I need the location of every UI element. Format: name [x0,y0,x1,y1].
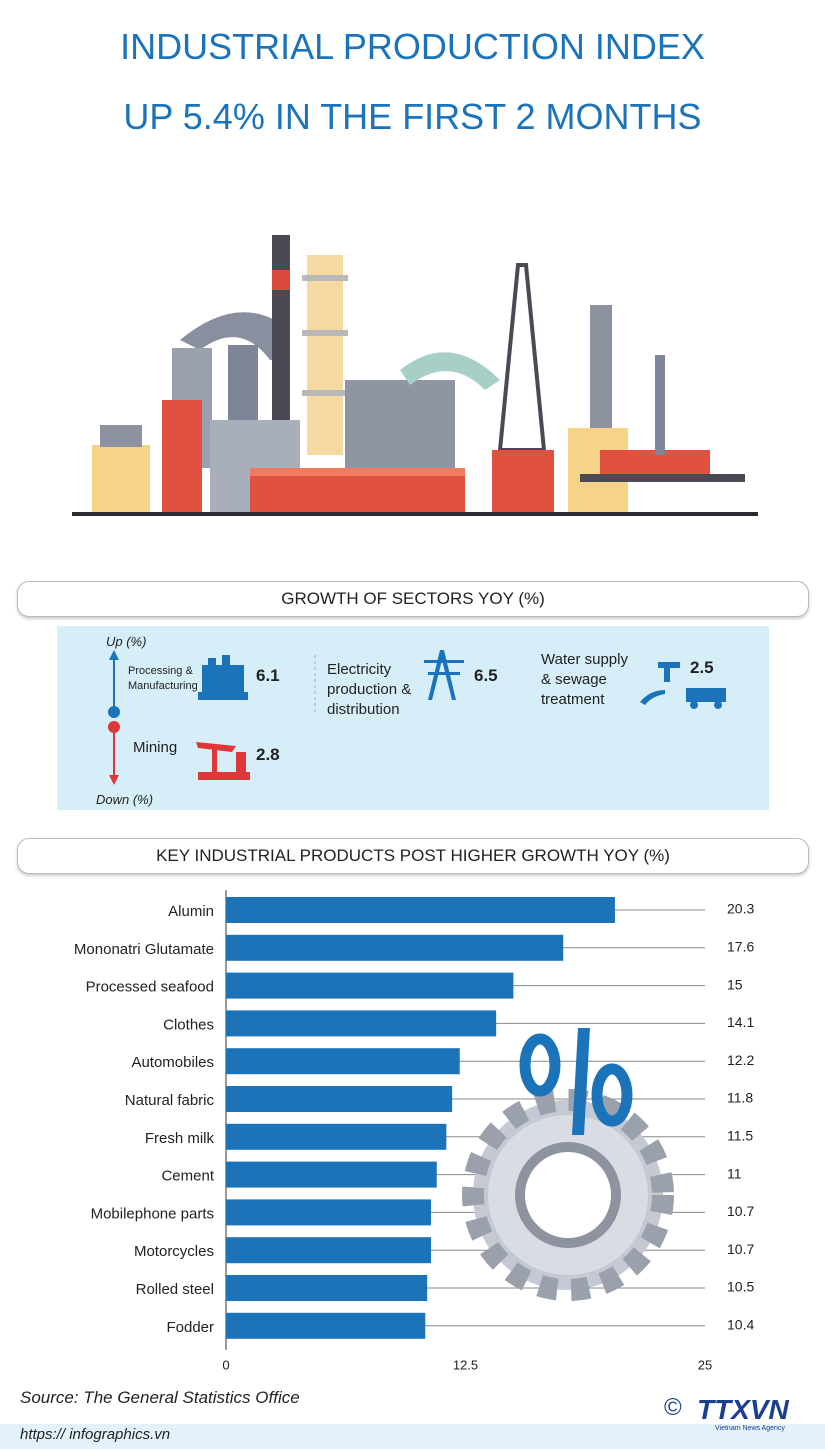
chart-title: KEY INDUSTRIAL PRODUCTS POST HIGHER GROW… [17,838,809,874]
bar [226,1048,460,1075]
y-tick-label: Mononatri Glutamate [74,941,214,958]
y-tick-label: Alumin [168,903,214,920]
up-arrowhead [109,650,119,660]
x-tick-label: 0 [222,1357,229,1372]
y-tick-label: Processed seafood [86,979,214,996]
down-arrowhead [109,775,119,785]
value-label: 11.8 [727,1090,753,1106]
bar [226,1275,428,1301]
y-tick-label: Clothes [163,1016,214,1033]
sector-panel [57,626,769,810]
bar [226,1123,447,1150]
value-label: 10.7 [727,1203,754,1219]
y-tick-label: Motorcycles [134,1243,214,1260]
y-tick-label: Fodder [166,1319,214,1336]
sector-name: Processing & Manufacturing [128,665,198,692]
value-label: 11 [727,1165,742,1181]
sector-value: 2.5 [690,658,714,677]
y-tick-label: Automobiles [131,1054,214,1071]
bar [226,1161,437,1188]
url: https:// infographics.vn [20,1426,171,1443]
sector-value: 6.1 [256,666,280,685]
bar [226,1312,426,1339]
y-tick-label: Rolled steel [136,1281,214,1298]
sector-name: Mining [133,739,178,756]
y-tick-label: Mobilephone parts [91,1205,214,1222]
title-line-1: INDUSTRIAL PRODUCTION INDEX [120,26,705,67]
bar [226,1086,453,1112]
x-tick-label: 12.5 [453,1357,478,1372]
logo-sub: Vietnam News Agency [715,1425,785,1432]
gear-illustration [462,1028,674,1301]
y-tick-label: Cement [161,1168,214,1185]
value-label: 10.5 [727,1279,754,1295]
sector-icons [198,650,726,709]
sector-name: Water supply & sewage treatment [541,651,628,708]
bar [226,934,564,961]
sector-value: 2.8 [256,745,280,764]
logo: TTXVN [697,1394,789,1425]
up-dot [108,706,120,718]
title-line-2: UP 5.4% IN THE FIRST 2 MONTHS [123,96,702,137]
y-tick-label: Natural fabric [125,1092,215,1109]
y-tick-label: Fresh milk [145,1130,215,1147]
footer-band [0,1424,825,1449]
sector-name: Electricity production & distribution [327,661,412,718]
down-dot [108,721,120,733]
bar [226,897,615,923]
value-label: 20.3 [727,901,754,917]
mining-icon [196,742,250,780]
bar [226,1199,432,1226]
value-label: 10.7 [727,1241,754,1257]
value-label: 14.1 [727,1014,754,1030]
bar [226,1237,432,1264]
up-label: Up (%) [106,634,147,649]
sector-header: GROWTH OF SECTORS YOY (%) [17,581,809,617]
sector-value: 6.5 [474,666,498,685]
down-label: Down (%) [96,792,154,807]
value-label: 10.4 [727,1317,754,1333]
value-label: 11.5 [727,1128,753,1144]
value-label: 12.2 [727,1052,754,1068]
bar [226,972,514,999]
copyright: © [664,1394,682,1421]
value-label: 17.6 [727,939,754,955]
factory-illustration [72,235,758,516]
bar [226,1010,497,1037]
value-label: 15 [727,976,743,992]
x-tick-label: 25 [698,1357,712,1372]
source: Source: The General Statistics Office [20,1388,300,1407]
